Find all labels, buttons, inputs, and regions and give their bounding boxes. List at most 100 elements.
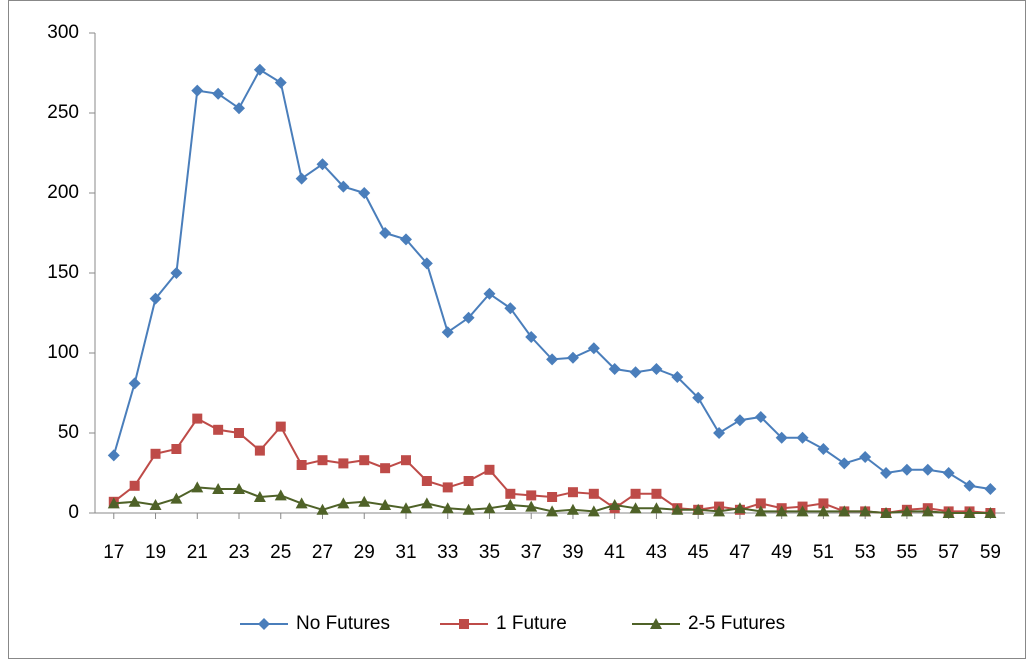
marker (442, 482, 453, 493)
marker (379, 227, 392, 239)
marker (588, 488, 599, 499)
marker (838, 457, 851, 470)
marker (796, 431, 809, 444)
x-tick-label: 21 (187, 542, 208, 563)
marker (942, 467, 955, 479)
marker (358, 495, 371, 507)
chart-frame (8, 0, 1026, 659)
marker (295, 172, 308, 185)
marker (107, 497, 120, 509)
marker (818, 498, 829, 509)
legend-marker (650, 618, 662, 629)
marker (754, 411, 767, 423)
marker (754, 505, 767, 517)
marker (358, 187, 371, 199)
marker (171, 444, 182, 454)
marker (796, 505, 809, 517)
marker (399, 233, 412, 246)
marker (650, 363, 663, 375)
marker (253, 491, 266, 502)
marker (296, 460, 307, 470)
marker (859, 451, 872, 463)
marker (128, 377, 141, 390)
x-tick-label: 47 (729, 542, 750, 563)
marker (984, 507, 997, 518)
marker (504, 499, 517, 510)
marker (692, 391, 705, 404)
marker (526, 490, 537, 501)
marker (504, 302, 517, 315)
legend-label: 2-5 Futures (688, 613, 785, 634)
marker (963, 479, 976, 492)
x-tick-label: 57 (938, 542, 959, 563)
marker (817, 505, 830, 517)
marker (128, 495, 141, 507)
x-tick-label: 55 (896, 542, 917, 563)
marker (921, 505, 934, 517)
marker (234, 428, 245, 438)
marker (338, 458, 349, 469)
marker (213, 424, 224, 435)
x-tick-label: 39 (562, 542, 583, 563)
marker (253, 63, 266, 76)
x-tick-label: 49 (771, 542, 792, 563)
marker (170, 267, 183, 279)
marker (963, 507, 976, 518)
marker (942, 507, 955, 518)
marker (629, 502, 642, 514)
marker (441, 502, 454, 514)
x-tick-label: 29 (354, 542, 375, 563)
x-tick-label: 33 (437, 542, 458, 563)
marker (566, 503, 579, 515)
marker (880, 507, 893, 518)
marker (900, 505, 913, 517)
marker (149, 292, 162, 305)
marker (420, 257, 433, 270)
x-tick-label: 41 (604, 542, 625, 563)
marker (713, 505, 726, 517)
marker (775, 505, 788, 517)
y-tick-label: 300 (47, 22, 79, 43)
marker (608, 499, 621, 510)
x-tick-label: 23 (228, 542, 249, 563)
y-tick-label: 200 (47, 182, 79, 203)
legend-marker (258, 618, 270, 630)
marker (608, 363, 621, 375)
marker (129, 480, 140, 491)
marker (692, 503, 705, 515)
y-tick-label: 100 (47, 342, 79, 363)
marker (921, 463, 934, 476)
marker (671, 371, 684, 383)
marker (192, 413, 203, 424)
marker (566, 351, 579, 364)
marker (505, 488, 516, 499)
x-tick-label: 31 (395, 542, 416, 563)
legend-label: 1 Future (496, 613, 567, 634)
marker (421, 476, 432, 486)
marker (546, 505, 559, 517)
marker (274, 489, 287, 501)
marker (567, 487, 578, 498)
marker (733, 502, 746, 514)
marker (233, 483, 246, 494)
marker (629, 366, 642, 379)
marker (483, 502, 496, 514)
marker (547, 492, 558, 502)
marker (838, 505, 851, 517)
marker (275, 421, 286, 432)
marker (212, 87, 225, 100)
marker (546, 353, 559, 366)
marker (462, 311, 475, 324)
marker (107, 449, 120, 462)
marker (483, 287, 496, 300)
x-tick-label: 35 (479, 542, 500, 563)
marker (587, 342, 600, 355)
marker (150, 448, 161, 459)
marker (587, 505, 600, 517)
x-tick-label: 27 (312, 542, 333, 563)
y-tick-label: 50 (58, 422, 79, 443)
x-tick-label: 59 (980, 542, 1001, 563)
x-tick-label: 17 (103, 542, 124, 563)
